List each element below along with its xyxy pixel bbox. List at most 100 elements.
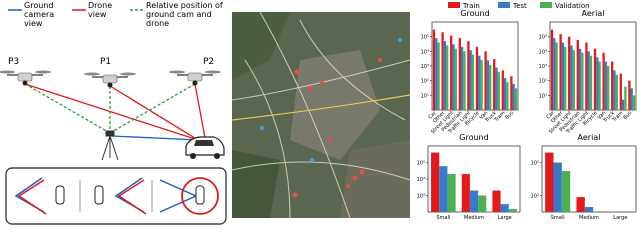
bar bbox=[555, 42, 558, 110]
bar bbox=[493, 59, 496, 110]
bar bbox=[469, 190, 479, 212]
legend-label: Train bbox=[462, 2, 480, 10]
bar bbox=[463, 51, 466, 110]
bar bbox=[435, 38, 438, 110]
drone bbox=[0, 70, 51, 86]
x-tick-label: Car bbox=[427, 110, 438, 121]
bar bbox=[452, 44, 455, 110]
bar bbox=[475, 46, 479, 110]
bar bbox=[576, 197, 585, 212]
x-tick-label: Medium bbox=[464, 215, 484, 221]
bar bbox=[495, 67, 498, 110]
bar bbox=[576, 39, 579, 110]
bar bbox=[607, 66, 610, 110]
y-tick-label: 10³ bbox=[531, 194, 539, 200]
legend-swatch bbox=[448, 2, 460, 8]
bar bbox=[469, 50, 472, 110]
bar bbox=[559, 34, 562, 110]
x-tick-label: Large bbox=[613, 215, 627, 221]
drone-label: P3 bbox=[8, 57, 19, 67]
legend-swatch bbox=[540, 2, 552, 8]
satellite-map bbox=[231, 11, 411, 219]
x-tick-label: Large bbox=[498, 215, 512, 221]
bar bbox=[480, 60, 483, 110]
y-tick-label: 10⁵ bbox=[417, 161, 425, 167]
drone bbox=[169, 70, 221, 86]
chart-title: Aerial bbox=[582, 9, 605, 18]
bar bbox=[598, 61, 601, 110]
drone-label: P2 bbox=[203, 57, 214, 67]
bar bbox=[439, 166, 448, 212]
bar bbox=[478, 55, 481, 110]
bar bbox=[478, 195, 487, 212]
x-tick-label: Bus bbox=[622, 110, 633, 121]
y-tick-label: 10³ bbox=[421, 64, 429, 70]
bar bbox=[450, 35, 453, 110]
bar bbox=[585, 42, 588, 110]
y-tick-label: 10¹ bbox=[421, 93, 429, 99]
bar bbox=[619, 73, 622, 110]
figure: P3 P1 P2 bbox=[0, 1, 637, 225]
sight-lines bbox=[24, 83, 206, 141]
y-tick-label: 10³ bbox=[417, 194, 425, 200]
bar bbox=[596, 57, 599, 110]
legend-swatch bbox=[498, 2, 510, 8]
bar bbox=[589, 55, 593, 110]
x-tick-label: Bus bbox=[504, 110, 515, 121]
bar bbox=[628, 80, 631, 110]
bar bbox=[497, 71, 500, 110]
bar bbox=[604, 61, 608, 110]
bar bbox=[570, 45, 573, 110]
legend-label: Test bbox=[512, 2, 527, 10]
bar bbox=[514, 88, 518, 110]
bar bbox=[492, 190, 501, 212]
bar bbox=[587, 51, 590, 110]
bar bbox=[602, 52, 605, 110]
bar bbox=[611, 61, 614, 110]
bar bbox=[454, 48, 457, 110]
bar bbox=[489, 64, 492, 110]
y-tick-label: 10⁴ bbox=[539, 49, 547, 55]
bar bbox=[467, 41, 470, 110]
legend-label: Drone view bbox=[88, 1, 113, 19]
bar bbox=[503, 78, 507, 110]
chart-title: Ground bbox=[459, 133, 488, 142]
x-tick-label: Small bbox=[551, 215, 565, 221]
view-box bbox=[5, 167, 227, 225]
bar bbox=[437, 42, 440, 110]
bar bbox=[506, 82, 509, 110]
drone bbox=[84, 72, 136, 88]
bar bbox=[431, 152, 440, 212]
y-tick-label: 10⁴ bbox=[417, 177, 425, 183]
x-tick-label: Car bbox=[545, 110, 556, 121]
figure-svg: P3 P1 P2 bbox=[0, 2, 637, 225]
bar bbox=[593, 211, 602, 212]
bar bbox=[460, 46, 464, 110]
bar bbox=[621, 99, 625, 110]
y-tick-label: 10⁴ bbox=[421, 49, 429, 55]
chart-title: Aerial bbox=[578, 133, 601, 142]
bar bbox=[447, 174, 456, 212]
chart-title: Ground bbox=[460, 9, 489, 18]
bar bbox=[441, 32, 444, 111]
bar bbox=[461, 174, 470, 212]
y-tick-label: 10⁵ bbox=[531, 161, 539, 167]
x-tick-label: Small bbox=[436, 215, 450, 221]
bar bbox=[630, 88, 633, 110]
y-tick-label: 10¹ bbox=[539, 93, 547, 99]
x-tick-label: Van bbox=[597, 110, 608, 121]
bar bbox=[545, 152, 554, 212]
x-tick-label: Medium bbox=[579, 215, 599, 221]
bar bbox=[624, 86, 627, 110]
bar bbox=[432, 29, 436, 111]
bar bbox=[510, 76, 513, 110]
car bbox=[185, 136, 225, 159]
legend-label: Ground camera view bbox=[24, 1, 55, 28]
drone-label: P1 bbox=[100, 57, 111, 67]
view-icon bbox=[14, 177, 219, 215]
bar bbox=[593, 48, 597, 110]
bar bbox=[458, 38, 461, 110]
legend-label: Validation bbox=[555, 2, 590, 10]
bar bbox=[632, 95, 636, 110]
bar bbox=[486, 60, 490, 110]
